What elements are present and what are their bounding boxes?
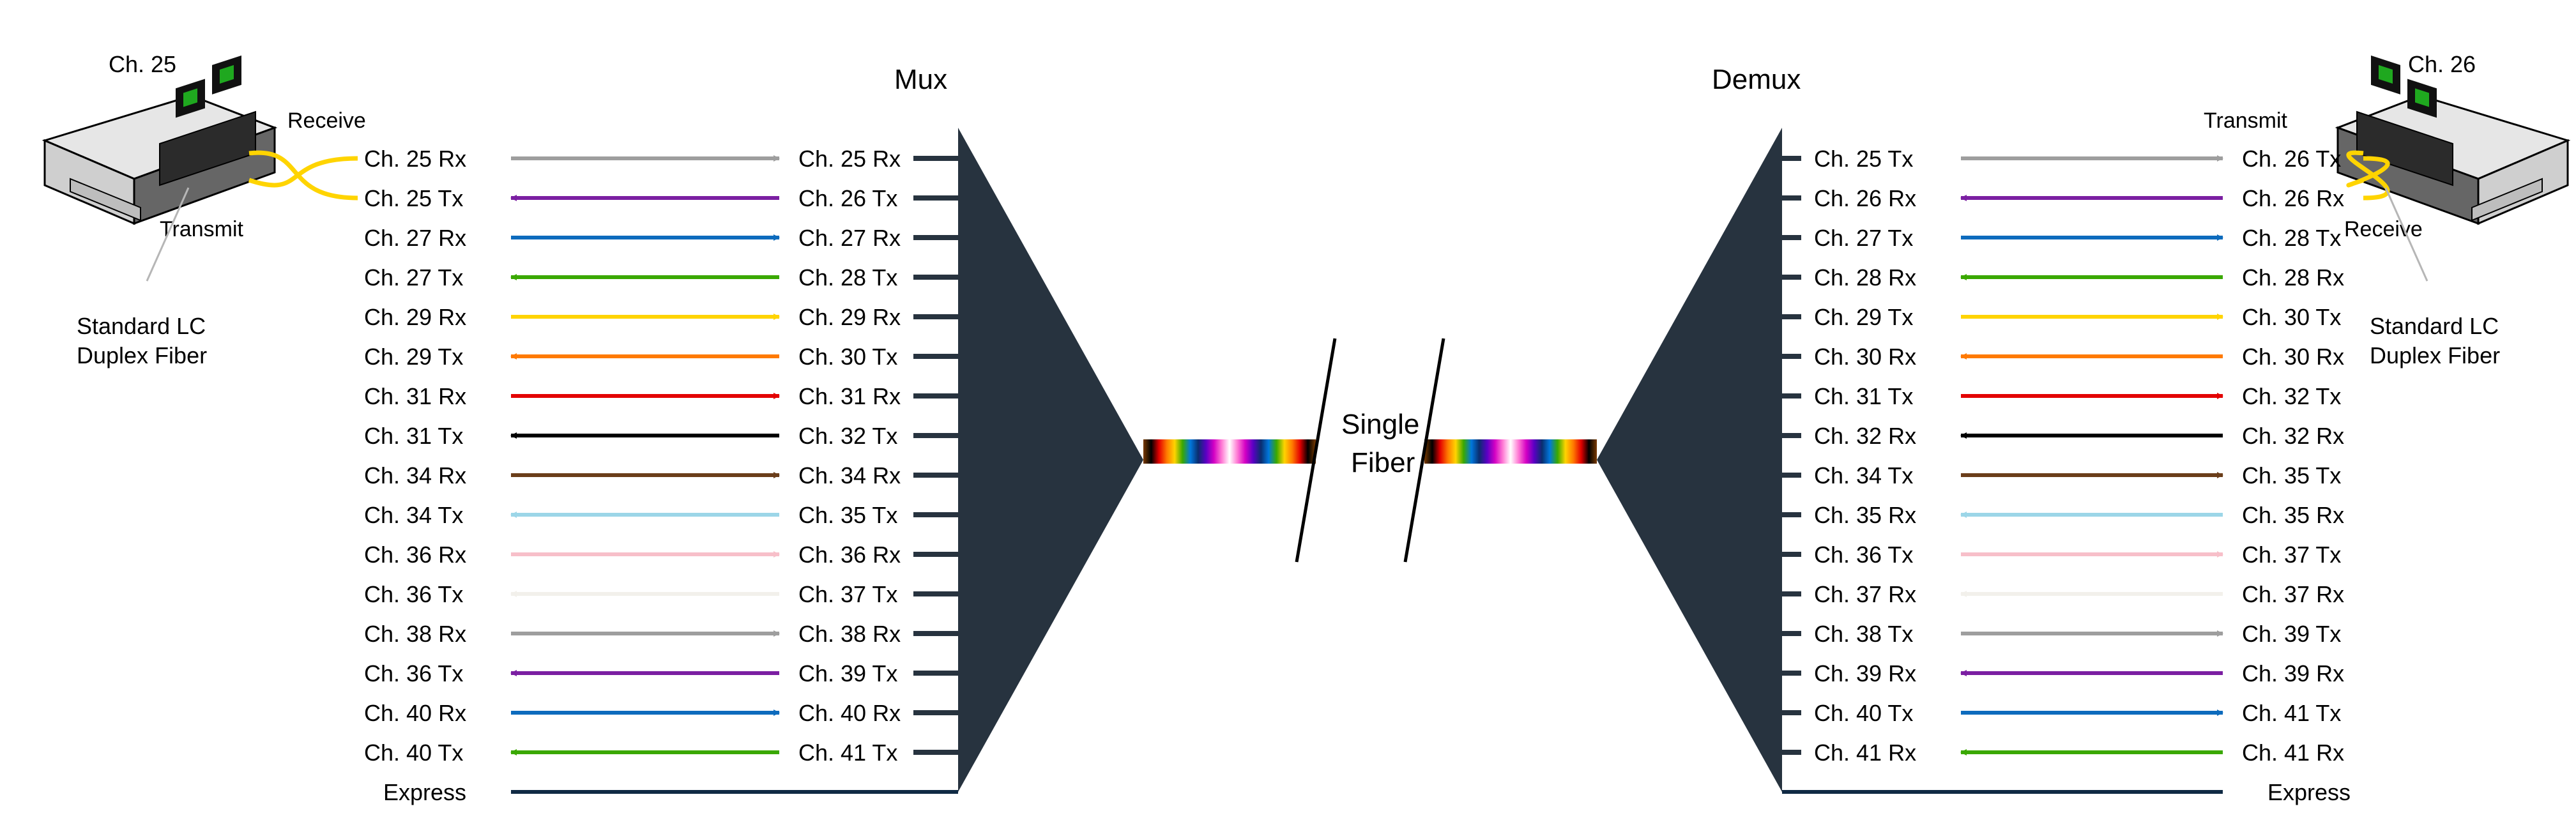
left-row-12-label-a: Ch. 38 Rx: [364, 621, 466, 648]
right-row-14-label-a: Ch. 40 Tx: [1814, 700, 1913, 727]
right-row-15-label-a: Ch. 41 Rx: [1814, 740, 1916, 766]
left-row-13-label-a: Ch. 36 Tx: [364, 660, 463, 687]
left-row-9-label-a: Ch. 34 Tx: [364, 502, 463, 529]
left-row-2-label-a: Ch. 27 Rx: [364, 225, 466, 252]
right-row-5-label-b: Ch. 30 Rx: [2242, 344, 2344, 370]
right-row-8-label-b: Ch. 35 Tx: [2242, 462, 2341, 489]
left-express-label: Express: [383, 779, 466, 806]
right-row-2-label-a: Ch. 27 Tx: [1814, 225, 1913, 252]
right-row-7-label-a: Ch. 32 Rx: [1814, 423, 1916, 450]
left-row-0-label-a: Ch. 25 Rx: [364, 146, 466, 172]
left-row-1-label-a: Ch. 25 Tx: [364, 185, 463, 212]
right-row-11-label-a: Ch. 37 Rx: [1814, 581, 1916, 608]
right-row-5-label-a: Ch. 30 Rx: [1814, 344, 1916, 370]
left-row-3-label-a: Ch. 27 Tx: [364, 264, 463, 291]
left-row-7-label-a: Ch. 31 Tx: [364, 423, 463, 450]
right-row-14-label-b: Ch. 41 Tx: [2242, 700, 2341, 727]
left-row-15-label-b: Ch. 41 Tx: [798, 740, 897, 766]
right-row-10-label-a: Ch. 36 Tx: [1814, 542, 1913, 568]
right-row-13-label-b: Ch. 39 Rx: [2242, 660, 2344, 687]
right-express-label: Express: [2267, 779, 2351, 806]
right-row-3-label-b: Ch. 28 Rx: [2242, 264, 2344, 291]
right-row-8-label-a: Ch. 34 Tx: [1814, 462, 1913, 489]
right-row-9-label-a: Ch. 35 Rx: [1814, 502, 1916, 529]
left-row-5-label-b: Ch. 30 Tx: [798, 344, 897, 370]
right-row-0-label-a: Ch. 25 Tx: [1814, 146, 1913, 172]
left-row-0-label-b: Ch. 25 Rx: [798, 146, 901, 172]
left-row-3-label-b: Ch. 28 Tx: [798, 264, 897, 291]
left-row-6-label-b: Ch. 31 Rx: [798, 383, 901, 410]
left-row-8-label-a: Ch. 34 Rx: [364, 462, 466, 489]
spectrum-right: [1424, 439, 1597, 464]
spectrum-left: [1143, 439, 1316, 464]
right-row-6-label-b: Ch. 32 Tx: [2242, 383, 2341, 410]
left-row-7-label-b: Ch. 32 Tx: [798, 423, 897, 450]
left-row-10-label-a: Ch. 36 Rx: [364, 542, 466, 568]
left-row-14-label-b: Ch. 40 Rx: [798, 700, 901, 727]
left-row-2-label-b: Ch. 27 Rx: [798, 225, 901, 252]
left-row-8-label-b: Ch. 34 Rx: [798, 462, 901, 489]
diagram-svg: [0, 0, 2576, 820]
right-row-9-label-b: Ch. 35 Rx: [2242, 502, 2344, 529]
left-row-10-label-b: Ch. 36 Rx: [798, 542, 901, 568]
left-row-9-label-b: Ch. 35 Tx: [798, 502, 897, 529]
left-row-1-label-b: Ch. 26 Tx: [798, 185, 897, 212]
right-row-2-label-b: Ch. 28 Tx: [2242, 225, 2341, 252]
right-row-12-label-a: Ch. 38 Tx: [1814, 621, 1913, 648]
left-row-4-label-a: Ch. 29 Rx: [364, 304, 466, 331]
right-row-13-label-a: Ch. 39 Rx: [1814, 660, 1916, 687]
right-row-6-label-a: Ch. 31 Tx: [1814, 383, 1913, 410]
left-row-13-label-b: Ch. 39 Tx: [798, 660, 897, 687]
right-row-3-label-a: Ch. 28 Rx: [1814, 264, 1916, 291]
mux-prism: [958, 128, 1143, 792]
right-row-1-label-a: Ch. 26 Rx: [1814, 185, 1916, 212]
right-row-12-label-b: Ch. 39 Tx: [2242, 621, 2341, 648]
right-row-1-label-b: Ch. 26 Rx: [2242, 185, 2344, 212]
left-row-11-label-a: Ch. 36 Tx: [364, 581, 463, 608]
demux-prism: [1597, 128, 1782, 792]
left-row-5-label-a: Ch. 29 Tx: [364, 344, 463, 370]
left-row-15-label-a: Ch. 40 Tx: [364, 740, 463, 766]
left-row-6-label-a: Ch. 31 Rx: [364, 383, 466, 410]
right-row-4-label-b: Ch. 30 Tx: [2242, 304, 2341, 331]
right-row-4-label-a: Ch. 29 Tx: [1814, 304, 1913, 331]
right-row-15-label-b: Ch. 41 Rx: [2242, 740, 2344, 766]
left-row-4-label-b: Ch. 29 Rx: [798, 304, 901, 331]
right-row-0-label-b: Ch. 26 Tx: [2242, 146, 2341, 172]
right-row-11-label-b: Ch. 37 Rx: [2242, 581, 2344, 608]
left-transceiver-icon: [45, 56, 275, 224]
right-row-7-label-b: Ch. 32 Rx: [2242, 423, 2344, 450]
left-row-14-label-a: Ch. 40 Rx: [364, 700, 466, 727]
left-row-11-label-b: Ch. 37 Tx: [798, 581, 897, 608]
right-row-10-label-b: Ch. 37 Tx: [2242, 542, 2341, 568]
left-row-12-label-b: Ch. 38 Rx: [798, 621, 901, 648]
